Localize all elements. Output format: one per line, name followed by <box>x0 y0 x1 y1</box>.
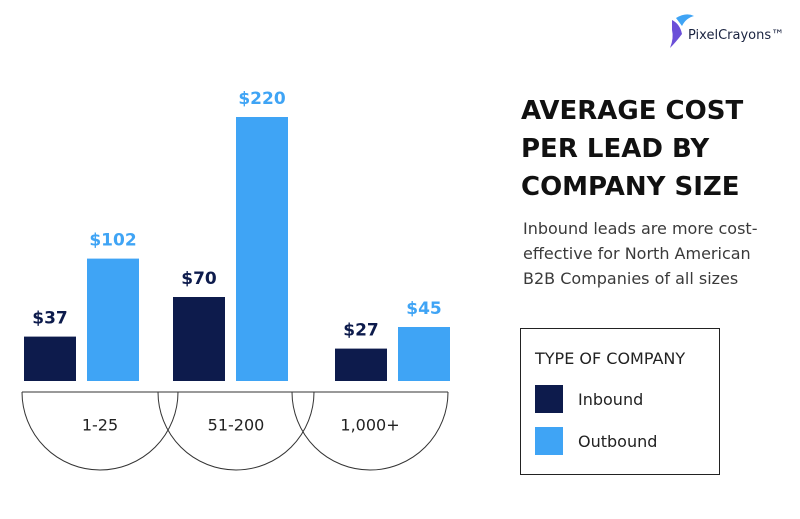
chart-subtitle: Inbound leads are more cost-effective fo… <box>523 219 758 288</box>
value-label: $45 <box>406 299 442 319</box>
brand: PixelCrayons™ <box>688 28 785 43</box>
x-tick-label: 1-25 <box>82 416 118 435</box>
x-tick-label: 1,000+ <box>340 416 399 435</box>
logo-mark <box>670 20 682 48</box>
value-label: $70 <box>181 269 217 289</box>
legend-title: TYPE OF COMPANY <box>535 349 686 368</box>
legend-item: Inbound <box>535 385 643 413</box>
value-label: $102 <box>89 231 136 251</box>
value-label: $220 <box>238 89 285 109</box>
chart-title: AVERAGE COST PER LEAD BY COMPANY SIZE <box>521 96 744 202</box>
arc <box>157 391 315 471</box>
value-label: $27 <box>343 321 379 341</box>
arc <box>291 391 449 471</box>
bar <box>24 336 76 381</box>
value-label: $37 <box>32 309 68 329</box>
bar <box>236 117 288 381</box>
bar <box>87 258 139 381</box>
bar <box>173 297 225 381</box>
legend-swatch <box>535 385 563 413</box>
legend-swatch <box>535 427 563 455</box>
bar <box>335 348 387 381</box>
legend-label: Inbound <box>578 389 644 409</box>
bar <box>398 327 450 381</box>
legend: TYPE OF COMPANY Inbound Outbound <box>520 328 720 475</box>
legend-label: Outbound <box>578 431 658 451</box>
arc <box>21 391 179 471</box>
logo-mark <box>676 14 694 26</box>
legend-item: Outbound <box>535 427 657 455</box>
x-tick-label: 51-200 <box>208 416 265 435</box>
